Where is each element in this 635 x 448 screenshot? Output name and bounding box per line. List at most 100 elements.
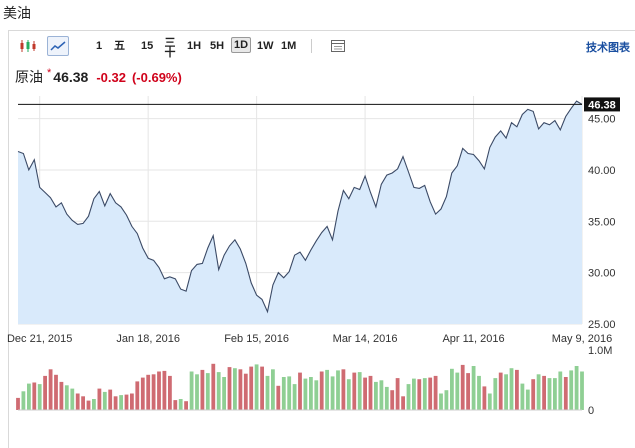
volume-bar <box>92 399 96 410</box>
timeframe-1h[interactable]: 1H <box>187 40 202 52</box>
volume-bar <box>433 375 438 410</box>
volume-bar <box>211 363 216 410</box>
price-change: -0.32 <box>96 70 126 85</box>
volume-bar <box>460 364 465 410</box>
volume-bar <box>466 373 470 410</box>
volume-bar <box>271 369 275 410</box>
volume-bar <box>406 384 411 410</box>
volume-bar <box>341 369 346 410</box>
volume-bar <box>54 374 58 410</box>
candlestick-icon <box>20 40 36 52</box>
volume-bar <box>319 371 324 410</box>
volume-bar <box>379 380 384 410</box>
volume-bar <box>536 374 541 411</box>
current-price-tag <box>584 97 620 112</box>
timeframe-1m[interactable]: 1M <box>281 40 297 52</box>
volume-bar <box>64 385 69 411</box>
volume-bar <box>569 370 574 410</box>
volume-bar <box>157 371 161 410</box>
volume-bar <box>260 366 264 411</box>
x-axis-tick-label: Dec 21, 2015 <box>7 333 72 345</box>
volume-bar <box>151 374 156 411</box>
volume-bar <box>200 369 205 410</box>
volume-bar <box>471 366 476 410</box>
line-chart-icon <box>50 41 66 51</box>
volume-bar <box>195 374 199 411</box>
volume-bar <box>477 375 481 410</box>
volume-bar <box>276 385 281 410</box>
chart-settings-button[interactable] <box>327 36 349 56</box>
volume-bar <box>363 377 367 411</box>
volume-bar <box>325 369 329 410</box>
volume-bar <box>265 375 270 410</box>
volume-bar <box>32 382 37 410</box>
volume-bar <box>563 377 568 410</box>
timeframe-1d[interactable]: 1D <box>231 37 252 53</box>
x-axis-tick-label: Jan 18, 2016 <box>116 333 180 345</box>
timeframe-1w[interactable]: 1W <box>257 40 274 52</box>
volume-bar <box>493 378 498 410</box>
timeframe-5h[interactable]: 5H <box>210 40 225 52</box>
volume-bar <box>178 399 183 410</box>
volume-bar <box>59 381 64 410</box>
timeframe-30[interactable]: 三 十 <box>164 37 176 59</box>
volume-bar <box>113 396 118 411</box>
line-chart-button[interactable] <box>47 36 69 56</box>
volume-bar <box>422 378 427 410</box>
volume-bar <box>498 372 503 410</box>
volume-bar <box>21 391 26 410</box>
y-axis-tick-label: 45.00 <box>588 114 616 126</box>
volume-bar <box>504 374 508 411</box>
volume-bar <box>303 378 308 410</box>
volume-bar <box>357 372 362 411</box>
volume-bar <box>314 380 319 410</box>
volume-bar <box>130 393 134 410</box>
timeframe-15[interactable]: 15 <box>141 40 154 52</box>
technical-chart-link[interactable]: 技术图表 <box>586 42 630 54</box>
timeframe-5[interactable]: 五 <box>114 40 125 52</box>
y-axis-tick-label: 30.00 <box>588 268 616 280</box>
current-price-tag-label: 46.38 <box>588 99 616 111</box>
y-axis-tick-label: 35.00 <box>588 216 616 228</box>
volume-bar <box>368 375 373 410</box>
volume-bar <box>205 373 210 410</box>
volume-bar <box>162 370 167 410</box>
volume-bar <box>168 375 172 410</box>
volume-bar <box>189 371 194 410</box>
volume-bar <box>558 371 563 410</box>
volume-bar <box>97 388 102 410</box>
volume-bar <box>81 396 85 411</box>
volume-bar <box>184 401 188 410</box>
volume-bar <box>298 372 302 410</box>
volume-bar <box>140 377 145 411</box>
volume-bar <box>222 377 226 410</box>
volume-bar <box>515 369 519 410</box>
volume-bar <box>455 372 460 410</box>
y-axis-tick-label: 40.00 <box>588 165 616 177</box>
last-price: 46.38 <box>53 69 89 85</box>
price-line[interactable] <box>17 100 583 314</box>
y-axis-tick-label: 25.00 <box>588 319 616 331</box>
volume-bar <box>243 373 248 410</box>
volume-bar <box>482 386 487 410</box>
x-axis-tick-label: May 9, 2016 <box>552 333 613 345</box>
candlestick-button[interactable] <box>17 36 39 56</box>
volume-bar <box>16 397 20 410</box>
volume-bar <box>75 393 80 410</box>
volume-bar <box>249 366 254 411</box>
chart-toolbar: 1 五 15 三 十 1H 5H 1D 1W 1M 技术图表 <box>9 31 635 61</box>
volume-bar <box>135 381 140 410</box>
volume-bar <box>450 368 454 411</box>
volume-bar <box>102 391 107 410</box>
volume-bar <box>124 394 129 410</box>
volume-bar <box>395 378 400 410</box>
volume-bar <box>48 369 53 410</box>
volume-bar <box>238 369 243 410</box>
volume-bar <box>309 377 313 410</box>
volume-bar <box>401 396 405 411</box>
volume-bar <box>531 379 536 410</box>
volume-bar <box>352 372 357 410</box>
timeframe-1[interactable]: 1 <box>96 40 103 52</box>
volume-bar <box>119 395 123 410</box>
